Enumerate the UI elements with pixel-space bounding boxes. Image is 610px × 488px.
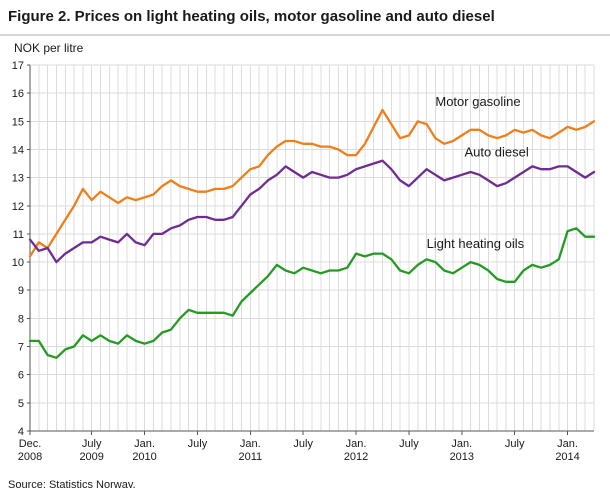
series-line-light-heating-oils [28, 227, 596, 359]
x-tick-label-month: Jan. [134, 438, 155, 450]
series-label-motor-gasoline: Motor gasoline [435, 94, 520, 109]
series-line-auto-diesel [28, 159, 596, 264]
y-tick-label: 13 [12, 173, 24, 185]
x-tick-label-year: 2013 [450, 451, 474, 463]
y-tick-label: 11 [13, 229, 24, 241]
y-tick-label: 10 [12, 257, 24, 269]
y-tick-label: 6 [18, 370, 24, 382]
chart-canvas: 4567891011121314151617Dec.2008July2009Ja… [12, 60, 596, 463]
y-tick-label: 4 [18, 426, 24, 438]
x-tick-label-month: July [188, 438, 208, 450]
x-tick-label-month: Jan. [557, 438, 578, 450]
x-tick-label-month: Jan. [346, 438, 367, 450]
x-tick-label-month: July [505, 438, 525, 450]
x-tick-label-month: Jan. [240, 438, 261, 450]
x-tick-label-year: 2008 [18, 451, 42, 463]
y-tick-label: 16 [12, 88, 24, 100]
source-note: Source: Statistics Norway. [8, 479, 136, 488]
y-tick-label: 14 [12, 144, 24, 156]
x-tick-label-year: 2012 [344, 451, 368, 463]
x-tick-label-month: July [82, 438, 102, 450]
x-tick-label-month: Dec. [19, 438, 42, 450]
y-tick-label: 12 [12, 201, 24, 213]
x-tick-label-month: Jan. [451, 438, 472, 450]
x-tick-label-year: 2014 [555, 451, 579, 463]
y-tick-label: 7 [18, 342, 24, 354]
x-tick-label-year: 2010 [132, 451, 156, 463]
x-tick-label-month: July [399, 438, 419, 450]
series-label-auto-diesel: Auto diesel [464, 145, 528, 160]
y-axis-unit-label: NOK per litre [14, 41, 84, 55]
y-tick-label: 8 [18, 313, 24, 325]
x-tick-label-year: 2009 [79, 451, 103, 463]
y-tick-label: 17 [12, 60, 24, 72]
y-tick-label: 5 [18, 398, 24, 410]
series-label-light-heating-oils: Light heating oils [427, 236, 525, 251]
y-tick-label: 9 [18, 285, 24, 297]
x-tick-label-month: July [293, 438, 313, 450]
y-tick-label: 15 [12, 116, 24, 128]
x-tick-label-year: 2011 [238, 451, 262, 463]
figure-title: Figure 2. Prices on light heating oils, … [0, 0, 610, 36]
series-line-motor-gasoline [28, 108, 596, 258]
